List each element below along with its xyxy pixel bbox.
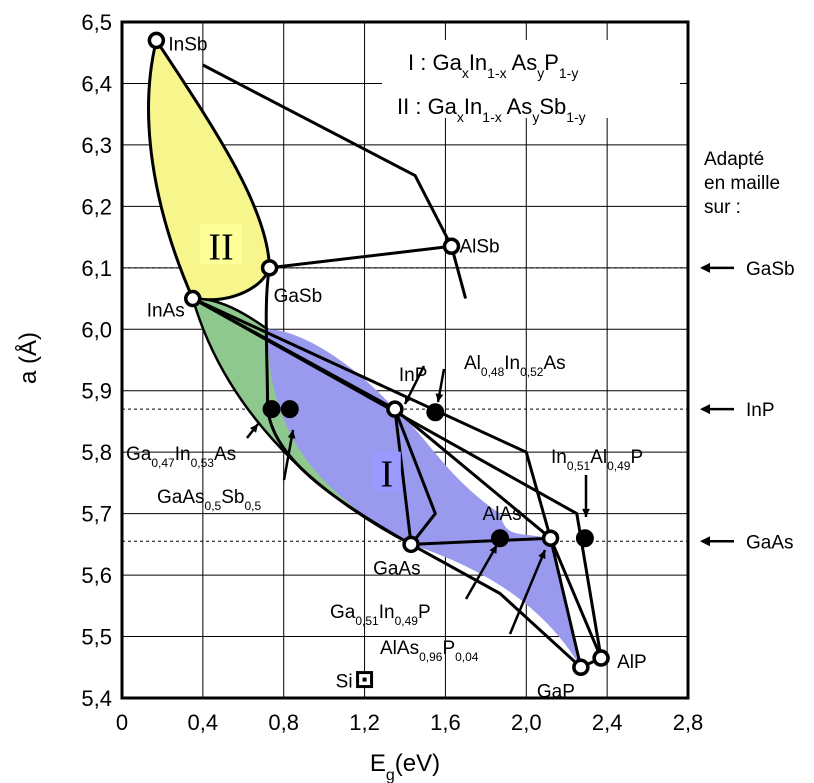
marker-AlSb xyxy=(442,237,461,256)
marker-alloy xyxy=(262,400,281,419)
x-tick-label: 1,6 xyxy=(430,710,461,735)
label-AlInAs: Al0,48In0,52As xyxy=(464,353,566,379)
side-note-line: sur : xyxy=(704,197,741,218)
marker-InAs xyxy=(184,289,202,308)
x-tick-label: 0,4 xyxy=(188,710,219,735)
marker-GaSb xyxy=(260,259,279,277)
substrate-arrow-head xyxy=(700,404,710,415)
x-tick-label: 2,0 xyxy=(511,710,542,735)
y-tick-label: 5,4 xyxy=(81,686,112,711)
marker-AlP xyxy=(592,649,610,667)
label-AlSb: AlSb xyxy=(459,236,499,257)
label-GaAsSb: GaAs0,5Sb0,5 xyxy=(157,487,261,513)
region-label-box xyxy=(200,224,243,265)
x-axis-title: Eg(eV) xyxy=(370,750,440,783)
substrate-label-InP: InP xyxy=(746,400,775,421)
y-tick-label: 6,4 xyxy=(81,71,112,96)
arrow-GaInP xyxy=(464,544,499,600)
substrate-label-GaSb: GaSb xyxy=(746,259,795,280)
legend: I : GaxIn1-x AsyP1-y II : GaxIn1-x AsySb1… xyxy=(382,40,680,125)
y-tick-label: 6,5 xyxy=(81,10,112,35)
label-GaInAs: Ga0,47In0,53As xyxy=(126,444,236,470)
label-AlP: AlP xyxy=(617,652,647,673)
side-note-line: Adapté xyxy=(704,149,764,170)
arrow-GaInP-head xyxy=(489,545,497,554)
marker-GaAs xyxy=(402,535,420,554)
marker-alloy xyxy=(575,529,594,548)
region-I-blue xyxy=(267,329,581,668)
line-InAs-AlP xyxy=(192,297,603,659)
x-tick-label: 2,4 xyxy=(592,710,623,735)
plot-frame xyxy=(120,20,690,700)
line-InP-GaAs xyxy=(393,408,437,546)
substrate-arrow-head xyxy=(700,262,710,273)
line-GaSb-AlSb xyxy=(269,244,452,270)
y-tick-label: 6,2 xyxy=(81,194,112,219)
y-tick-label: 5,7 xyxy=(81,502,112,527)
line-InSb-AlSb xyxy=(202,63,453,247)
label-Si: Si xyxy=(336,672,353,693)
marker-alloy xyxy=(280,400,299,419)
arrow-GaAsSb xyxy=(282,429,295,481)
x-tick-label: 0,8 xyxy=(268,710,299,735)
x-tick-label: 1,2 xyxy=(349,710,380,735)
marker-GaP xyxy=(572,658,590,677)
arrow-AlAsP-head xyxy=(538,550,546,559)
label-InAlP: In0,51Al0,49P xyxy=(551,447,643,473)
marker-alloy xyxy=(491,529,510,548)
line-GaAs-GaP xyxy=(410,543,582,669)
legend-box xyxy=(382,40,680,118)
marker-AlAs xyxy=(541,529,560,547)
label-InAs: InAs xyxy=(147,301,185,322)
arrow-InP-head xyxy=(405,395,413,404)
y-tick-label: 5,5 xyxy=(81,625,112,650)
arrow-InAlP-head xyxy=(582,508,590,517)
arrow-AlInAs-head xyxy=(435,393,444,402)
line-AlSb-tail xyxy=(450,245,468,299)
line-InAs-AlAs xyxy=(192,297,583,668)
y-tick-label: 6,1 xyxy=(81,256,112,281)
label-GaAs: GaAs xyxy=(373,558,421,579)
label-GaInP: Ga0,51In0,49P xyxy=(330,602,431,628)
y-tick-label: 6,3 xyxy=(81,133,112,158)
data-labels: IIIInSbGaSbInAsAlSbInPGaAsAlAsGaPAlPSiGa… xyxy=(126,34,647,702)
marker-Si-center xyxy=(362,677,367,682)
marker-InSb xyxy=(147,31,166,50)
region-label-box xyxy=(372,451,401,492)
label-InSb: InSb xyxy=(168,34,207,55)
y-tick-label: 5,9 xyxy=(81,379,112,404)
marker-alloy xyxy=(426,403,445,422)
label-AlAs: AlAs xyxy=(483,504,522,525)
region-label-I: I xyxy=(380,454,393,496)
label-GaSb: GaSb xyxy=(274,286,323,307)
x-tick-label: 2,8 xyxy=(673,710,704,735)
y-tick-label: 5,8 xyxy=(81,440,112,465)
data-marks xyxy=(147,31,610,689)
region-label-II: II xyxy=(208,226,233,268)
y-tick-label: 5,6 xyxy=(81,563,112,588)
marker-InP xyxy=(386,400,404,418)
y-tick-label: 6,0 xyxy=(81,317,112,342)
axes: 0 0,4 0,8 1,2 1,6 2,0 2,4 2,8 5,4 5,5 5,6 5,7 5,8 5,9… xyxy=(14,10,703,783)
legend-line-I: I : GaxIn1-x AsyP1-y xyxy=(408,50,578,81)
arrow-AlAsP xyxy=(508,549,547,635)
substrate-arrow-head xyxy=(700,536,710,547)
arrow-GaInAs-head xyxy=(249,424,258,433)
line-GaAs-AlAs xyxy=(411,536,551,546)
substrate-label-GaAs: GaAs xyxy=(746,532,794,553)
side-note-line: en maille xyxy=(704,173,780,194)
x-tick-label: 0 xyxy=(116,710,128,735)
y-axis-title: a (Å) xyxy=(14,332,42,384)
side-annotation: Adapté en maille sur : GaSb InP GaAs xyxy=(700,149,795,553)
label-InP: InP xyxy=(399,365,428,386)
label-AlAsP: AlAs0,96P0,04 xyxy=(380,638,479,664)
legend-line-II: II : GaxIn1-x AsySb1-y xyxy=(397,94,586,125)
connection-lines xyxy=(192,63,603,669)
arrow-GaAsSb-head xyxy=(287,430,296,439)
